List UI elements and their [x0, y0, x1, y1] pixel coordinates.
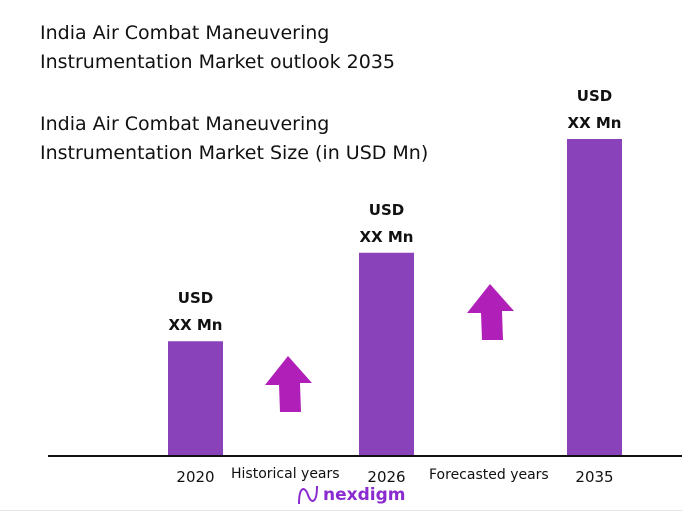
nexdigm-logo-icon [298, 485, 318, 505]
bar-2020 [168, 341, 223, 455]
data-label: XX Mn [568, 114, 622, 132]
bar-2035 [567, 139, 622, 455]
nexdigm-logo: nexdigm [297, 484, 405, 506]
chart-subtitle-line-1: India Air Combat Maneuvering [40, 113, 330, 135]
up-arrow-icon [467, 284, 514, 340]
chart-subtitle-line-2: Instrumentation Market Size (in USD Mn) [40, 142, 429, 164]
x-tick-label: 2035 [575, 468, 613, 486]
data-label: USD [577, 87, 612, 105]
up-arrow-icon [265, 356, 312, 412]
footer-divider [0, 510, 682, 511]
x-tick-label: 2026 [367, 468, 405, 486]
data-label: USD [178, 289, 213, 307]
chart-title-line-2: Instrumentation Market outlook 2035 [40, 51, 396, 73]
x-tick-label: 2020 [176, 468, 214, 486]
logo-text: nexdigm [323, 485, 406, 505]
data-label: XX Mn [360, 228, 414, 246]
chart-title-line-1: India Air Combat Maneuvering [40, 22, 330, 44]
data-label: XX Mn [169, 316, 223, 334]
annotation-historical: Historical years [231, 466, 340, 482]
bar-2026 [359, 252, 414, 455]
data-label: USD [369, 201, 404, 219]
annotation-forecasted: Forecasted years [429, 467, 549, 483]
